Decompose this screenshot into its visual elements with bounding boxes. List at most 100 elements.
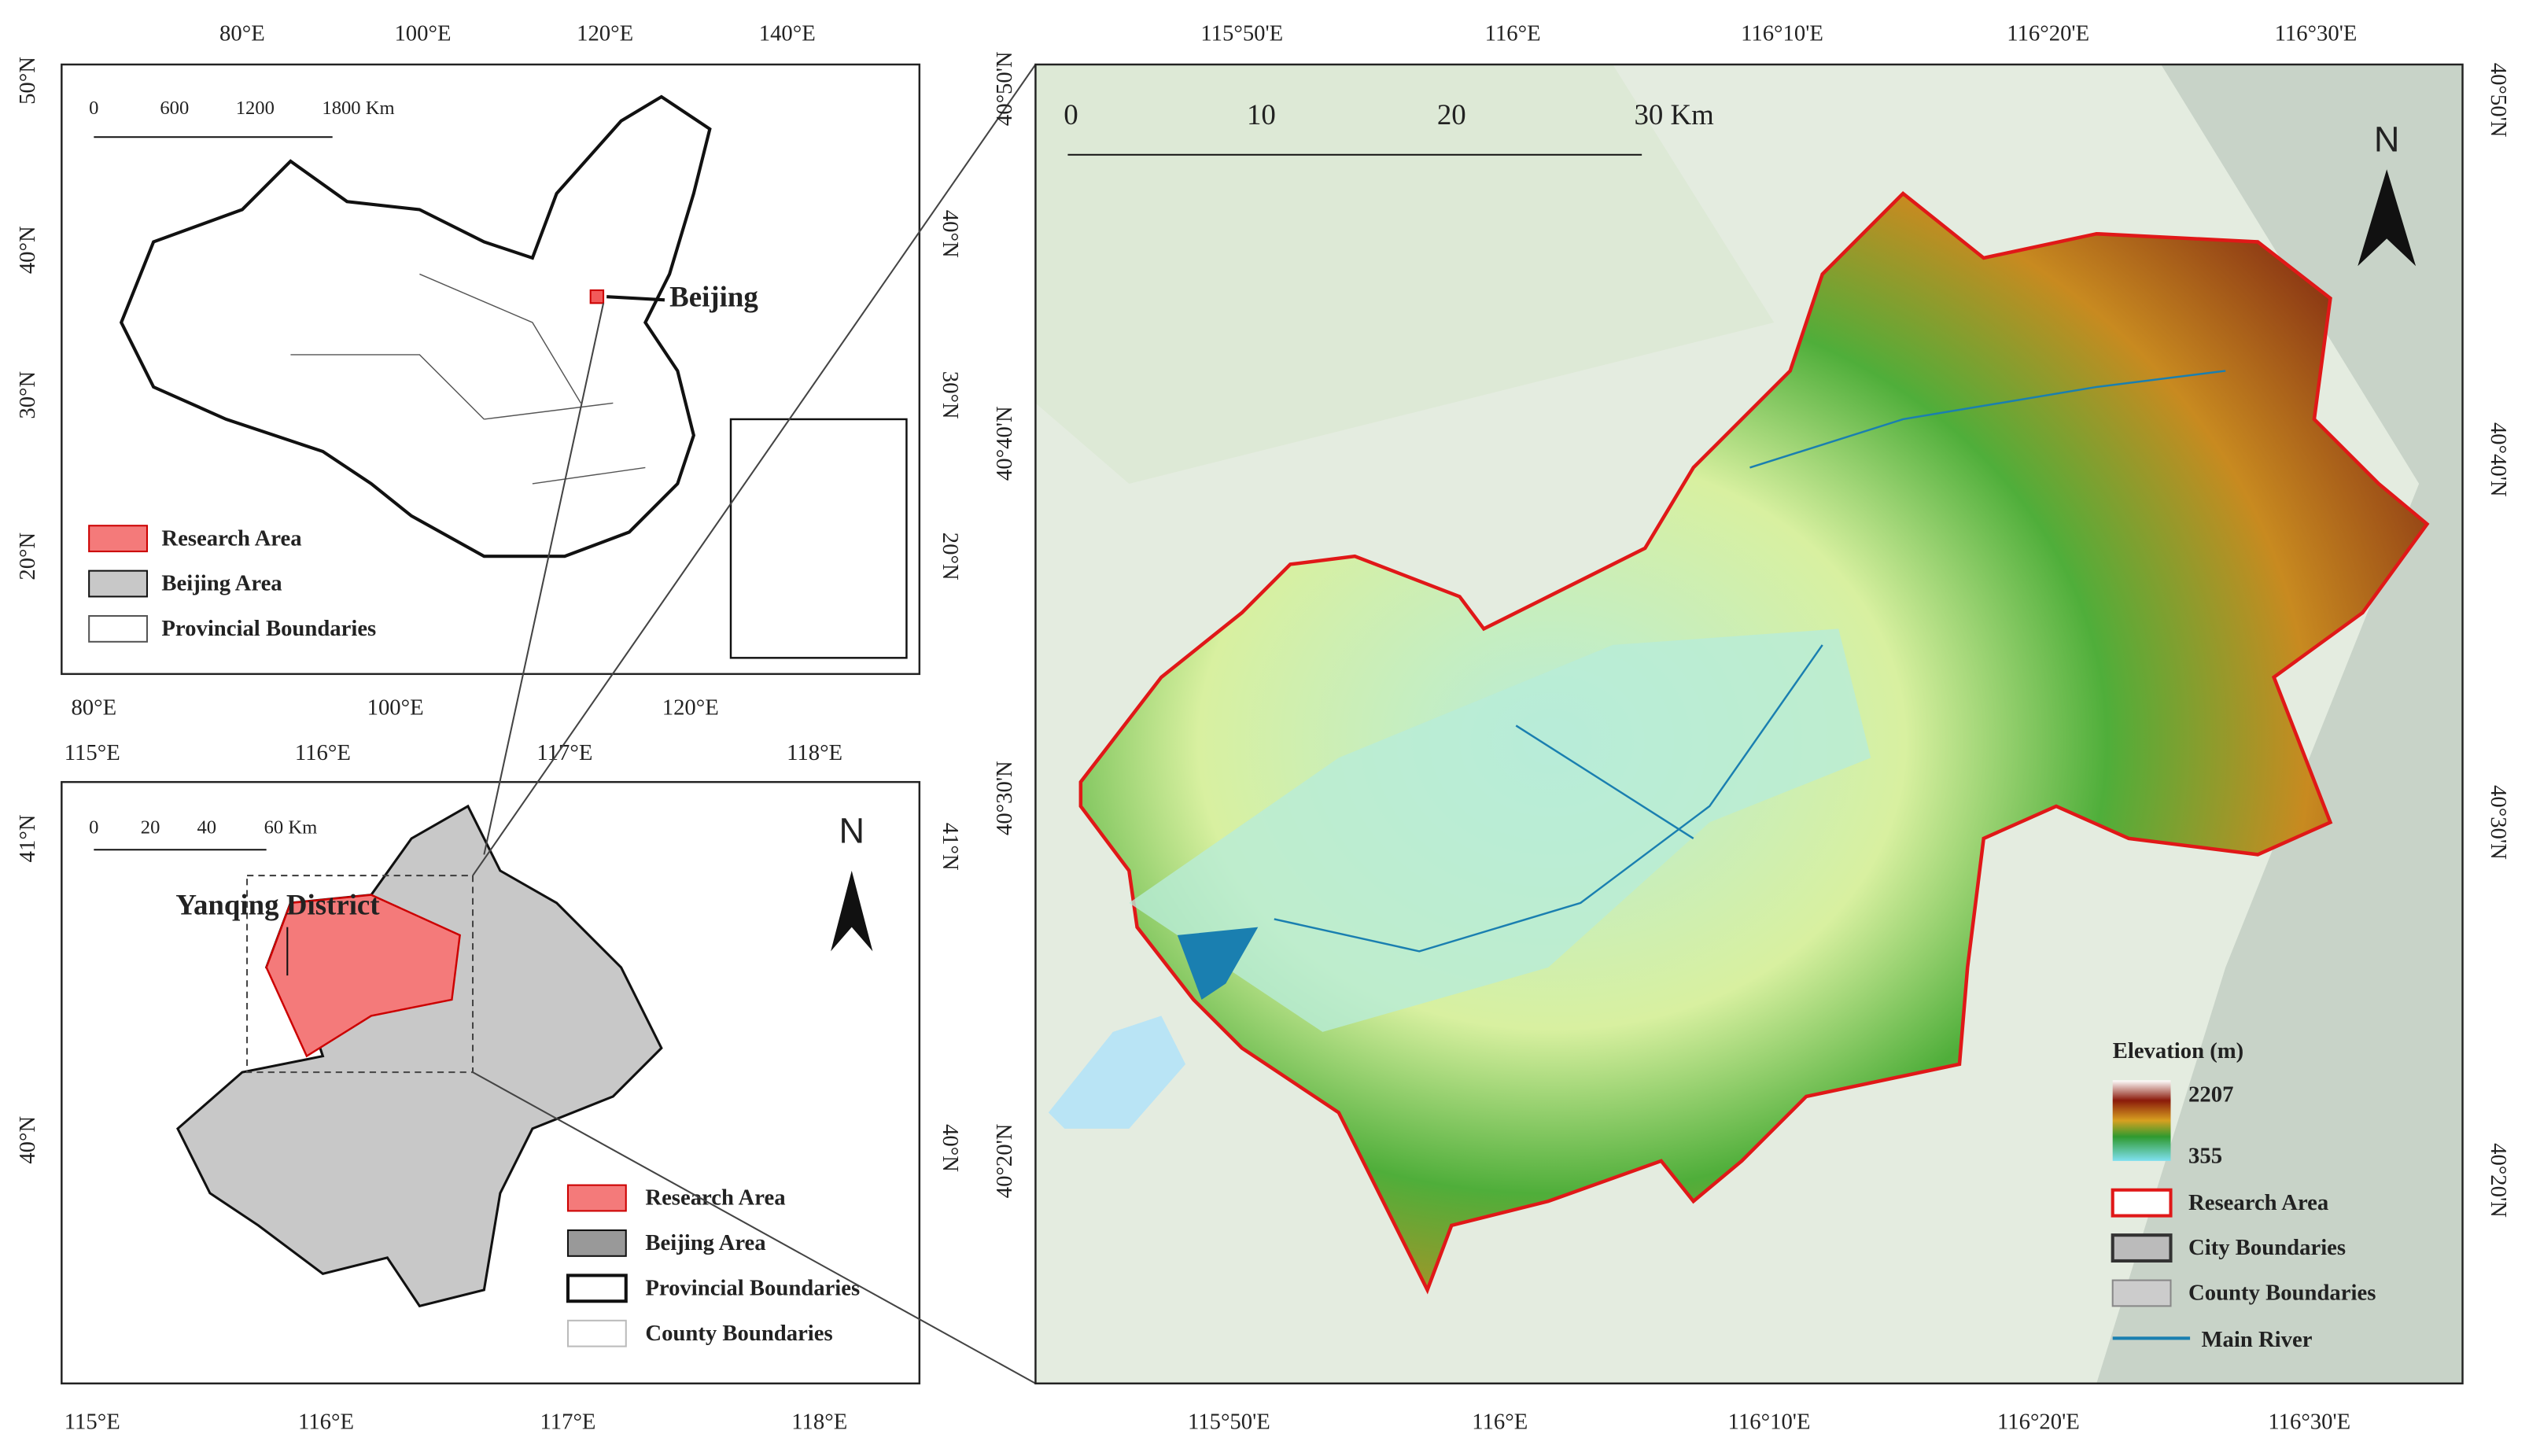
lat-label: 40°40'N	[2486, 422, 2511, 497]
lat-label: 40°30'N	[992, 761, 1017, 835]
beijing-panel: 115°E 116°E 117°E 118°E 115°E 116°E 117°…	[15, 740, 963, 1435]
lon-label: 116°E	[298, 1410, 354, 1435]
yanqing-area	[265, 894, 461, 1058]
scale-label: 600	[160, 98, 189, 119]
lat-label: 40°30'N	[2486, 785, 2511, 860]
main-river	[1274, 370, 2226, 953]
scale-label: 0	[89, 98, 98, 119]
legend-swatch	[566, 1229, 627, 1257]
legend-swatch	[88, 525, 148, 553]
lon-label: 118°E	[787, 740, 842, 765]
lat-label: 40°N	[938, 210, 963, 258]
legend-swatch	[566, 1184, 627, 1212]
legend-label: Provincial Boundaries	[645, 1275, 860, 1300]
legend-label: 355	[2188, 1143, 2222, 1168]
scale-label: 40	[197, 816, 217, 838]
legend-label: County Boundaries	[645, 1321, 832, 1346]
lat-label: 41°N	[938, 823, 963, 871]
scale-label: 0	[89, 816, 98, 838]
lat-label: 30°N	[15, 370, 40, 418]
lon-label: 100°E	[394, 21, 451, 46]
legend-swatch	[566, 1319, 627, 1347]
lat-label: 40°N	[15, 226, 40, 274]
lat-label: 40°40'N	[992, 406, 1017, 481]
lat-label: 40°20'N	[992, 1123, 1017, 1198]
scale-label: 60 Km	[264, 816, 318, 838]
panel-frame	[61, 63, 921, 676]
china-panel: 80°E 100°E 120°E 140°E 80°E 100°E 120°E …	[15, 21, 963, 721]
legend-label: County Boundaries	[2188, 1281, 2376, 1306]
legend-label: Research Area	[2188, 1190, 2328, 1215]
lat-label: 30°N	[938, 371, 963, 419]
legend-label: Provincial Boundaries	[161, 616, 376, 641]
lon-label: 115°E	[65, 740, 120, 765]
legend-swatch	[2111, 1279, 2172, 1307]
legend-label: Main River	[2201, 1327, 2312, 1352]
legend-label: Beijing Area	[161, 571, 282, 596]
lat-label: 20°N	[938, 533, 963, 581]
legend-label: Beijing Area	[645, 1230, 765, 1255]
lat-label: 40°N	[938, 1124, 963, 1172]
reservoir	[1177, 927, 1259, 1000]
lon-label: 116°30'E	[2275, 21, 2358, 46]
legend-label: 2207	[2188, 1082, 2233, 1107]
china-outline	[119, 94, 712, 558]
lon-label: 118°E	[791, 1410, 847, 1435]
callout-line	[606, 295, 665, 302]
elevation-ramp	[2112, 1080, 2171, 1161]
legend-swatch	[88, 615, 148, 643]
legend-swatch	[2111, 1188, 2173, 1218]
lowland	[1129, 628, 1871, 1032]
lat-label: 41°N	[15, 814, 40, 862]
reservoir	[1048, 1016, 1186, 1129]
lon-label: 80°E	[71, 695, 116, 721]
legend-label: Research Area	[161, 525, 301, 551]
connector-line	[472, 64, 1037, 876]
legend-swatch	[88, 569, 148, 598]
legend-title: Elevation (m)	[2113, 1038, 2244, 1063]
north-arrow	[2358, 169, 2417, 267]
scale-label: 30 Km	[1634, 98, 1714, 131]
panel-frame	[1034, 63, 2464, 1384]
legend-swatch	[566, 1274, 628, 1303]
north-label: N	[839, 811, 865, 851]
panel-frame	[61, 780, 921, 1384]
lon-label: 120°E	[662, 695, 719, 721]
lon-label: 116°E	[295, 740, 351, 765]
lat-label: 40°50'N	[992, 51, 1017, 126]
lon-label: 116°10'E	[1741, 21, 1823, 46]
north-label: N	[2374, 119, 2400, 159]
lon-label: 140°E	[759, 21, 816, 46]
scale-label: 1200	[236, 98, 275, 119]
lon-label: 100°E	[367, 695, 424, 721]
scale-label: 10	[1247, 98, 1276, 131]
scale-label: 20	[141, 816, 160, 838]
lon-label: 116°10'E	[1728, 1410, 1811, 1435]
lon-label: 115°50'E	[1200, 21, 1283, 46]
scale-label: 0	[1064, 98, 1078, 131]
lat-label: 40°N	[15, 1116, 40, 1164]
lon-label: 115°50'E	[1188, 1410, 1270, 1435]
lon-label: 116°E	[1485, 21, 1541, 46]
lon-label: 116°30'E	[2268, 1410, 2350, 1435]
legend-swatch	[2111, 1233, 2173, 1263]
legend-label: City Boundaries	[2188, 1235, 2346, 1260]
callout-label: Beijing	[669, 281, 758, 313]
lat-label: 20°N	[15, 532, 40, 580]
lon-label: 116°E	[1472, 1410, 1528, 1435]
lat-label: 50°N	[15, 57, 40, 105]
basemap-terrain	[2096, 64, 2463, 1384]
inset-frame	[729, 418, 908, 659]
basemap-terrain	[1035, 64, 1775, 484]
scale-label: 1800 Km	[322, 98, 394, 119]
north-arrow	[831, 870, 873, 952]
connector-line	[483, 303, 605, 855]
extent-box	[246, 875, 474, 1074]
yanqing-panel: 115°50'E 116°E 116°10'E 116°20'E 116°30'…	[992, 21, 2511, 1435]
lon-label: 116°20'E	[2007, 21, 2089, 46]
lat-label: 40°20'N	[2486, 1143, 2511, 1218]
provincial-boundaries	[290, 273, 646, 485]
beijing-marker	[589, 289, 605, 304]
